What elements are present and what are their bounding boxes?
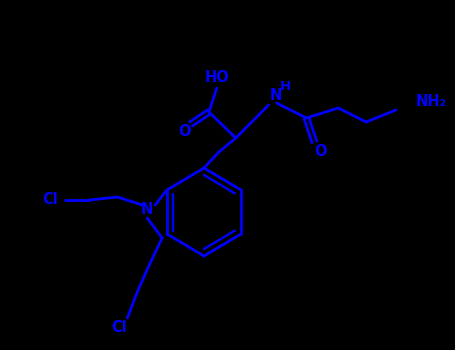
Text: O: O [314, 145, 327, 160]
Text: N: N [269, 89, 282, 104]
Text: N: N [141, 203, 153, 217]
Text: Cl: Cl [111, 321, 127, 336]
Text: O: O [178, 125, 190, 140]
Text: Cl: Cl [42, 193, 58, 208]
Text: HO: HO [204, 70, 229, 85]
Text: H: H [280, 79, 291, 92]
Text: NH₂: NH₂ [416, 94, 447, 110]
